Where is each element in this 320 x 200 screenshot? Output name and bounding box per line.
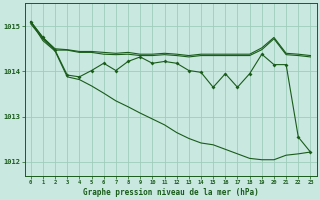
X-axis label: Graphe pression niveau de la mer (hPa): Graphe pression niveau de la mer (hPa): [83, 188, 259, 197]
